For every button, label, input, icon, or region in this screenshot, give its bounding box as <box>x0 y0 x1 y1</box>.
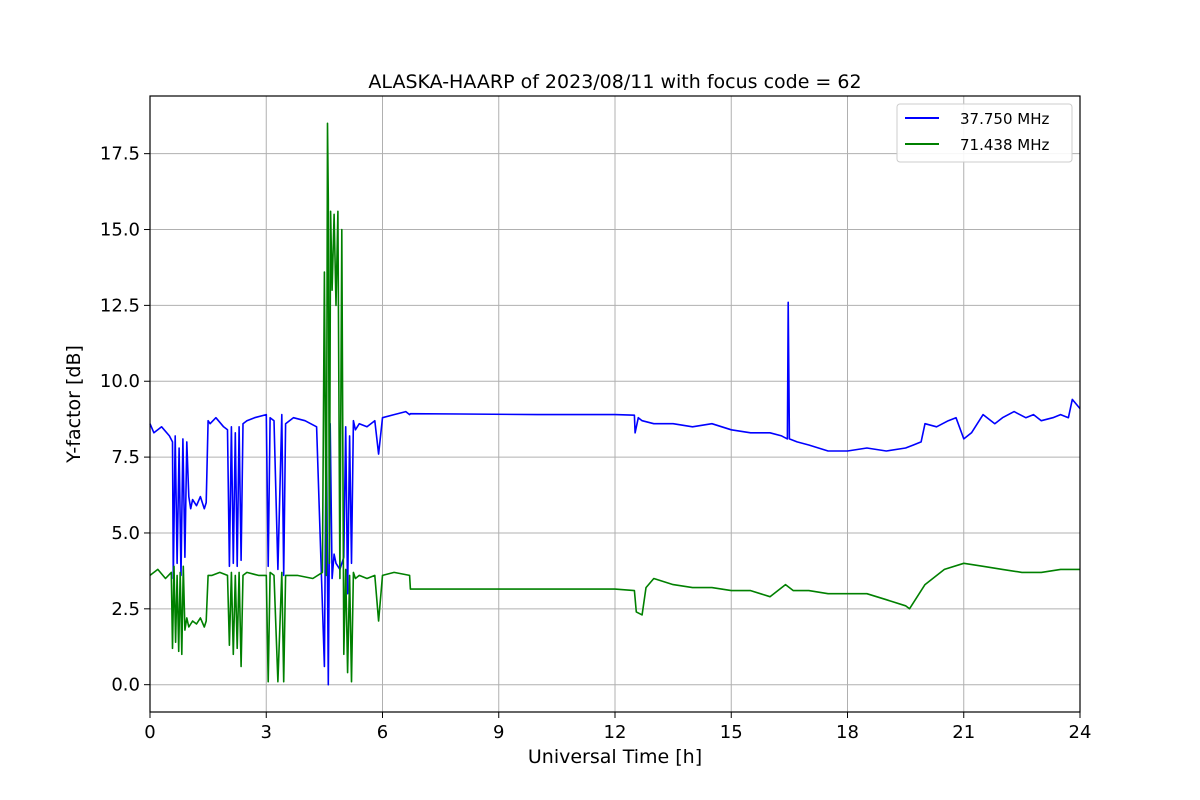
x-tick-label: 15 <box>720 722 743 743</box>
x-tick-label: 18 <box>836 722 859 743</box>
x-tick-label: 21 <box>952 722 975 743</box>
x-tick-label: 9 <box>493 722 504 743</box>
y-tick-label: 5.0 <box>111 523 140 544</box>
y-axis-label: Y-factor [dB] <box>63 345 85 464</box>
series-line-37-750-mhz <box>149 301 1081 686</box>
x-tick-label: 3 <box>261 722 272 743</box>
x-tick-label: 24 <box>1069 722 1092 743</box>
y-tick-label: 0.0 <box>111 675 140 696</box>
chart-title: ALASKA-HAARP of 2023/08/11 with focus co… <box>368 71 861 93</box>
legend-box <box>896 103 1073 163</box>
y-tick-label: 10.0 <box>100 371 140 392</box>
axis-ticks: 0 3 6 9 12 15 18 21 24 0.0 2.5 5.0 7.5 10.0 12.5 15.0 17… <box>100 144 1092 743</box>
x-tick-label: 12 <box>604 722 627 743</box>
y-tick-label: 17.5 <box>100 144 140 165</box>
y-tick-label: 12.5 <box>100 295 140 316</box>
y-tick-label: 2.5 <box>111 599 140 620</box>
y-tick-label: 15.0 <box>100 220 140 241</box>
legend-label-71438: 71.438 MHz <box>960 136 1049 154</box>
legend: 37.750 MHz 71.438 MHz <box>896 103 1073 163</box>
x-axis-label: Universal Time [h] <box>528 746 702 768</box>
legend-label-37750: 37.750 MHz <box>960 110 1049 128</box>
x-tick-label: 0 <box>144 722 155 743</box>
x-tick-label: 6 <box>377 722 388 743</box>
series-layer <box>149 122 1081 686</box>
y-tick-label: 7.5 <box>111 447 140 468</box>
series-line-71-438-mhz <box>149 122 1080 683</box>
